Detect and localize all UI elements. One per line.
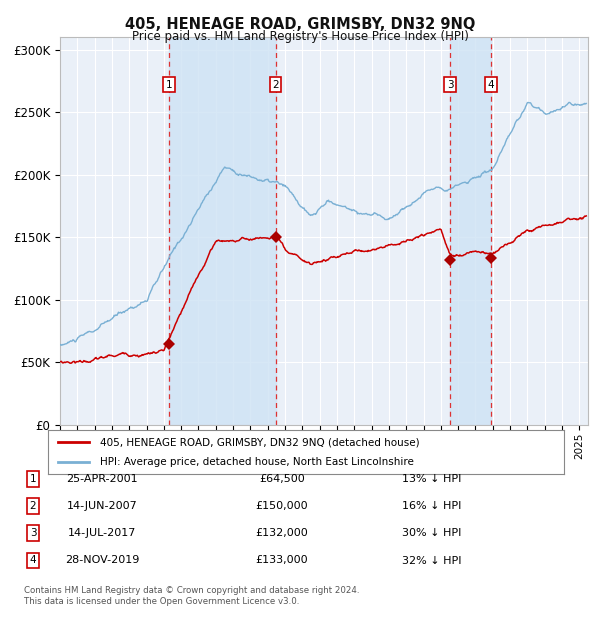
Text: 30% ↓ HPI: 30% ↓ HPI bbox=[403, 528, 461, 538]
Text: £150,000: £150,000 bbox=[256, 501, 308, 511]
Text: 25-APR-2001: 25-APR-2001 bbox=[66, 474, 138, 484]
Bar bbox=[169, 37, 275, 425]
Text: 14-JUN-2007: 14-JUN-2007 bbox=[67, 501, 137, 511]
Text: 1: 1 bbox=[29, 474, 37, 484]
Text: Price paid vs. HM Land Registry's House Price Index (HPI): Price paid vs. HM Land Registry's House … bbox=[131, 30, 469, 43]
Text: 4: 4 bbox=[29, 556, 37, 565]
Text: 28-NOV-2019: 28-NOV-2019 bbox=[65, 556, 139, 565]
Text: 1: 1 bbox=[166, 80, 172, 90]
Text: £64,500: £64,500 bbox=[259, 474, 305, 484]
Text: 4: 4 bbox=[488, 80, 494, 90]
Text: 14-JUL-2017: 14-JUL-2017 bbox=[68, 528, 136, 538]
Text: 2: 2 bbox=[29, 501, 37, 511]
Text: Contains HM Land Registry data © Crown copyright and database right 2024.: Contains HM Land Registry data © Crown c… bbox=[24, 586, 359, 595]
Text: 13% ↓ HPI: 13% ↓ HPI bbox=[403, 474, 461, 484]
Text: 16% ↓ HPI: 16% ↓ HPI bbox=[403, 501, 461, 511]
Text: 3: 3 bbox=[447, 80, 454, 90]
Text: HPI: Average price, detached house, North East Lincolnshire: HPI: Average price, detached house, Nort… bbox=[100, 457, 413, 467]
Bar bbox=[450, 37, 491, 425]
Text: 32% ↓ HPI: 32% ↓ HPI bbox=[402, 556, 462, 565]
Text: 405, HENEAGE ROAD, GRIMSBY, DN32 9NQ (detached house): 405, HENEAGE ROAD, GRIMSBY, DN32 9NQ (de… bbox=[100, 437, 419, 447]
Text: £133,000: £133,000 bbox=[256, 556, 308, 565]
Text: 2: 2 bbox=[272, 80, 279, 90]
Text: £132,000: £132,000 bbox=[256, 528, 308, 538]
Text: 3: 3 bbox=[29, 528, 37, 538]
Text: 405, HENEAGE ROAD, GRIMSBY, DN32 9NQ: 405, HENEAGE ROAD, GRIMSBY, DN32 9NQ bbox=[125, 17, 475, 32]
Text: This data is licensed under the Open Government Licence v3.0.: This data is licensed under the Open Gov… bbox=[24, 597, 299, 606]
